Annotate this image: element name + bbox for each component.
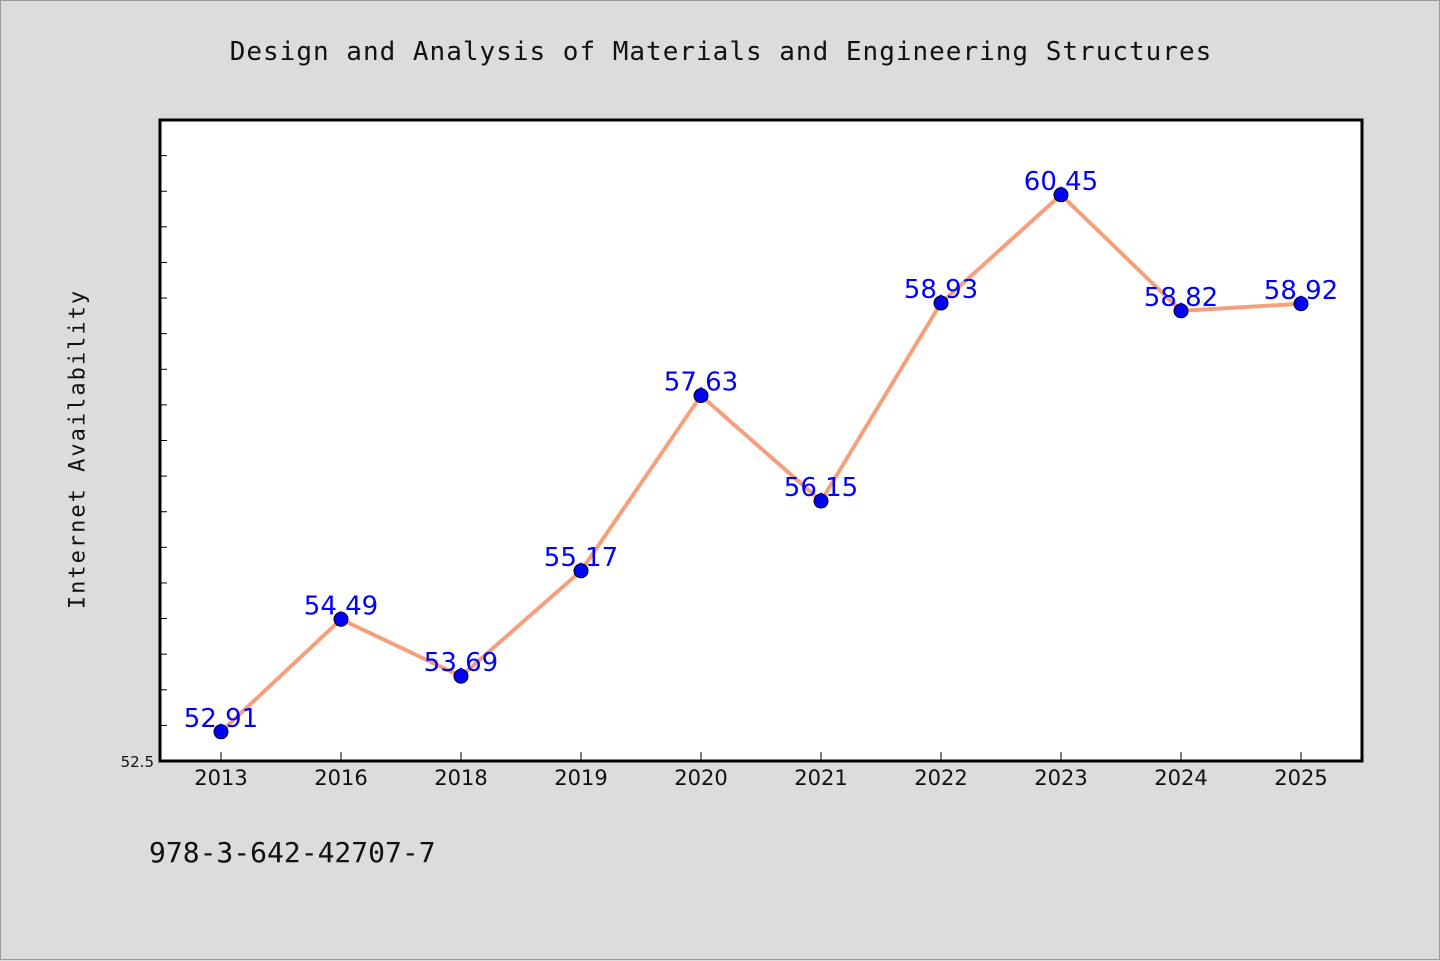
data-label: 58.93 — [904, 275, 978, 305]
x-tick-label: 2013 — [194, 766, 247, 790]
x-tick-label: 2016 — [314, 766, 367, 790]
data-point-marker — [933, 295, 949, 311]
data-label: 58.82 — [1144, 283, 1218, 313]
plot-area — [158, 118, 1364, 763]
y-tick-label: 52.5 — [121, 753, 154, 771]
data-label: 53.69 — [424, 648, 498, 678]
x-axis-ticks: 2013 2016 2018 2019 2020 2021 2022 2023 2024 2025 — [194, 752, 1328, 790]
data-point-marker — [333, 611, 349, 627]
x-tick-label: 2025 — [1274, 766, 1327, 790]
data-point-marker — [1053, 187, 1069, 203]
data-label: 60.45 — [1024, 167, 1098, 197]
data-label: 57.63 — [664, 368, 738, 398]
data-label: 54.49 — [304, 591, 378, 621]
x-tick-label: 2020 — [674, 766, 727, 790]
data-point-marker — [213, 724, 229, 740]
data-label: 56.15 — [784, 473, 858, 503]
data-point-marker — [1293, 296, 1309, 312]
x-tick-label: 2023 — [1034, 766, 1087, 790]
x-tick-label: 2024 — [1154, 766, 1207, 790]
data-label: 55.17 — [544, 543, 618, 573]
data-label: 58.92 — [1264, 276, 1338, 306]
data-point-marker — [1173, 303, 1189, 319]
y-axis-ticks: 52.5 — [121, 155, 167, 771]
series-layer: 52.91 54.49 53.69 55.17 57.63 56.15 58.93 60.45… — [184, 167, 1338, 740]
x-tick-label: 2019 — [554, 766, 607, 790]
data-point-marker — [813, 493, 829, 509]
isbn-annotation: 978-3-642-42707-7 — [149, 836, 436, 869]
data-point-marker — [453, 668, 469, 684]
x-tick-label: 2022 — [914, 766, 967, 790]
x-tick-label: 2018 — [434, 766, 487, 790]
data-label: 52.91 — [184, 704, 258, 734]
data-point-marker — [573, 563, 589, 579]
series-line — [219, 192, 1302, 734]
x-tick-label: 2021 — [794, 766, 847, 790]
chart-title: Design and Analysis of Materials and Eng… — [229, 37, 1213, 67]
data-point-marker — [693, 388, 709, 404]
